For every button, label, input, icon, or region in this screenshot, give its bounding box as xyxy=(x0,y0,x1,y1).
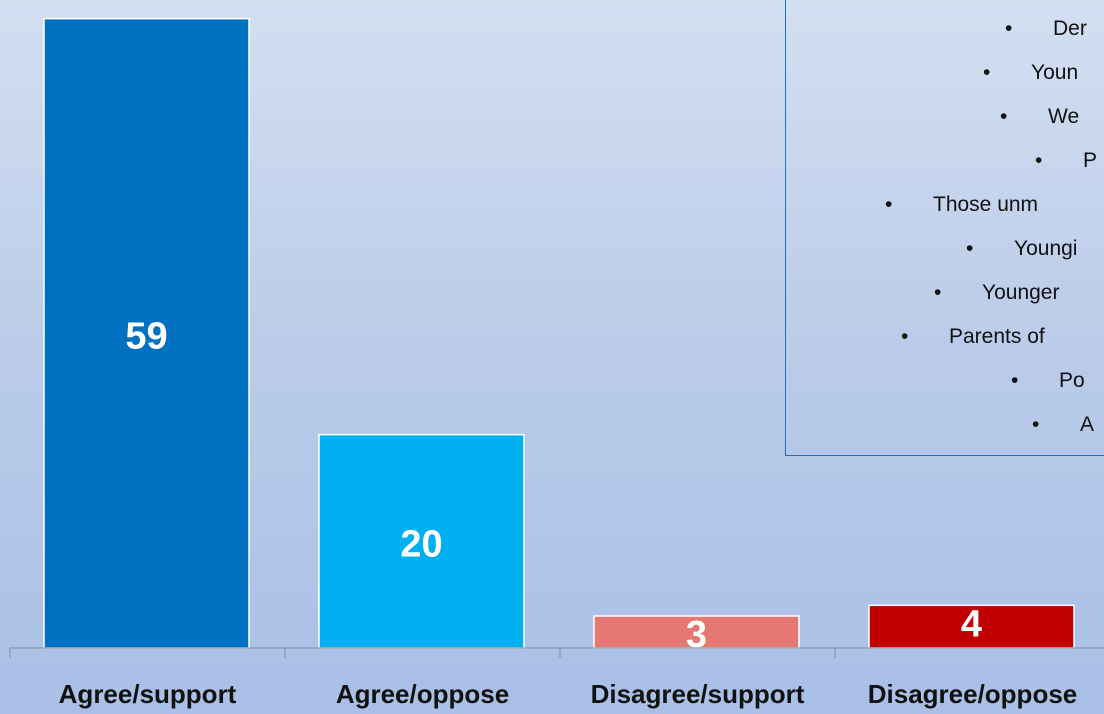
x-tick-label: Disagree/oppose xyxy=(868,679,1078,709)
bar xyxy=(318,433,525,649)
annotation-item: • Po xyxy=(1011,369,1085,392)
data-label: 4 xyxy=(961,603,982,645)
annotation-item: • Youngi xyxy=(966,237,1078,260)
annotation-item: • Younger xyxy=(934,281,1060,304)
data-label: 20 xyxy=(400,523,442,565)
annotation-item: • Those unm xyxy=(885,193,1039,216)
annotation-item: • Parents of xyxy=(901,325,1045,348)
annotation-item: • Youn xyxy=(983,61,1079,84)
x-tick-label: Disagree/support xyxy=(591,679,805,709)
data-label: 59 xyxy=(125,315,167,357)
annotation-item: • A xyxy=(1032,413,1095,436)
x-tick-label: Agree/oppose xyxy=(336,679,509,709)
annotation-item: • Der xyxy=(1005,17,1087,40)
annotation-item: • P xyxy=(1035,149,1098,172)
bar xyxy=(593,615,800,649)
data-label: 3 xyxy=(686,614,707,656)
bar xyxy=(43,17,250,649)
annotation-item: • We xyxy=(1000,105,1080,128)
x-tick-label: Agree/support xyxy=(59,679,237,709)
annotation-box: • Der • Youn • We • P • Those unm • Youngi • Yo… xyxy=(785,0,1104,456)
